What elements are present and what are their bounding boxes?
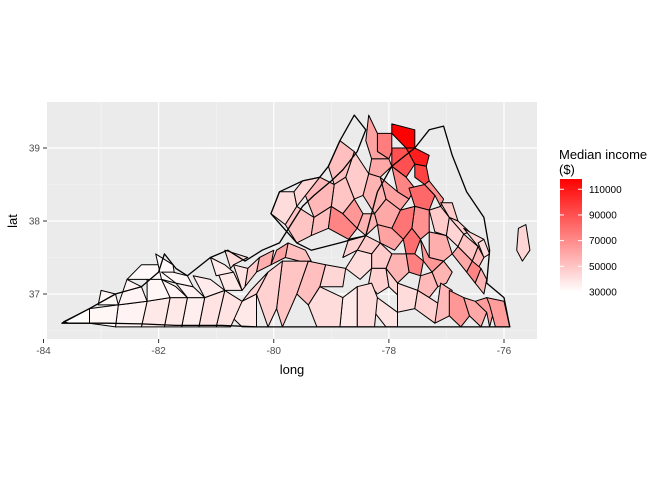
county-polygons xyxy=(63,114,531,328)
county-polygon xyxy=(161,271,194,288)
county-polygon xyxy=(224,249,249,269)
county-polygon xyxy=(417,271,439,299)
county-polygon xyxy=(327,205,358,240)
county-polygon xyxy=(356,213,378,237)
county-polygon xyxy=(368,158,393,178)
legend-label: 30000 xyxy=(589,288,617,299)
legend-title-line-1: Median income xyxy=(559,147,647,162)
county-polygon xyxy=(448,289,470,328)
county-polygon xyxy=(284,205,315,244)
x-tick-label: -78 xyxy=(382,346,397,357)
county-polygon xyxy=(391,147,416,178)
x-tick-label: -84 xyxy=(36,346,51,357)
county-polygon xyxy=(270,242,289,266)
county-polygon xyxy=(356,282,378,328)
county-polygon xyxy=(345,249,373,280)
legend-label: 90000 xyxy=(589,210,617,221)
y-tick-label: 38 xyxy=(29,217,41,228)
state-outline-path xyxy=(61,114,511,328)
legend-colorbar xyxy=(560,179,582,292)
county-polygon xyxy=(516,224,531,262)
x-tick-label: -82 xyxy=(151,346,166,357)
legend-label: 70000 xyxy=(589,236,617,247)
y-axis-title: lat xyxy=(5,214,20,228)
county-polygon xyxy=(408,184,436,211)
y-tick-label: 39 xyxy=(29,144,41,155)
county-polygon xyxy=(402,227,421,255)
y-axis: 37 38 39 xyxy=(29,144,47,301)
county-polygon xyxy=(463,297,488,328)
y-tick-label: 37 xyxy=(29,290,41,301)
legend-ticks: 110000 90000 70000 50000 30000 xyxy=(560,185,622,299)
legend-label: 110000 xyxy=(589,185,622,196)
legend: Median income ($) 110000 90000 70000 50000 3… xyxy=(559,147,647,299)
legend-label: 50000 xyxy=(589,262,617,273)
county-polygon xyxy=(233,264,249,291)
x-axis-title: long xyxy=(280,362,305,377)
x-tick-label: -76 xyxy=(497,346,512,357)
x-tick-label: -80 xyxy=(267,346,282,357)
county-polygon xyxy=(376,224,404,251)
county-polygon xyxy=(428,231,453,262)
legend-title-line-2: ($) xyxy=(559,162,575,177)
state-outline xyxy=(61,114,511,328)
county-polygon xyxy=(209,257,234,277)
x-axis: -84 -82 -80 -78 -76 xyxy=(36,339,512,357)
